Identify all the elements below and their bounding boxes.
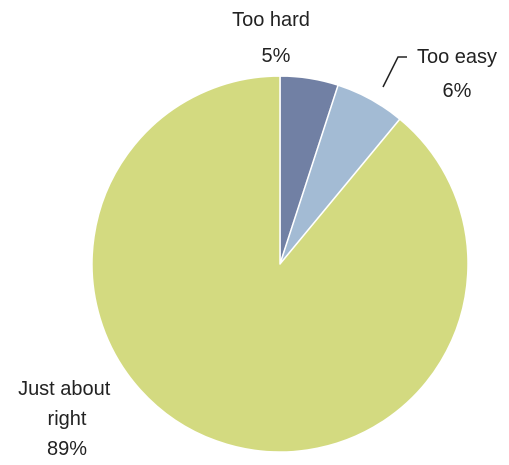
too-easy-leader-line <box>382 56 407 88</box>
slice-name-too-hard: Too hard <box>232 9 310 31</box>
slice-name-line-1: Just about <box>18 378 111 400</box>
slice-value-too-easy: 6% <box>443 80 472 102</box>
pie-slices <box>91 75 469 453</box>
pie-slice-just-about-right <box>91 75 469 453</box>
slice-name-line-2: right <box>48 408 87 430</box>
slice-name-too-easy: Too easy <box>417 46 497 68</box>
slice-value-too-hard: 5% <box>262 45 291 67</box>
slice-value-just-about-right: 89% <box>47 438 87 460</box>
slice-name-just-about-right: Just about right <box>18 378 116 430</box>
